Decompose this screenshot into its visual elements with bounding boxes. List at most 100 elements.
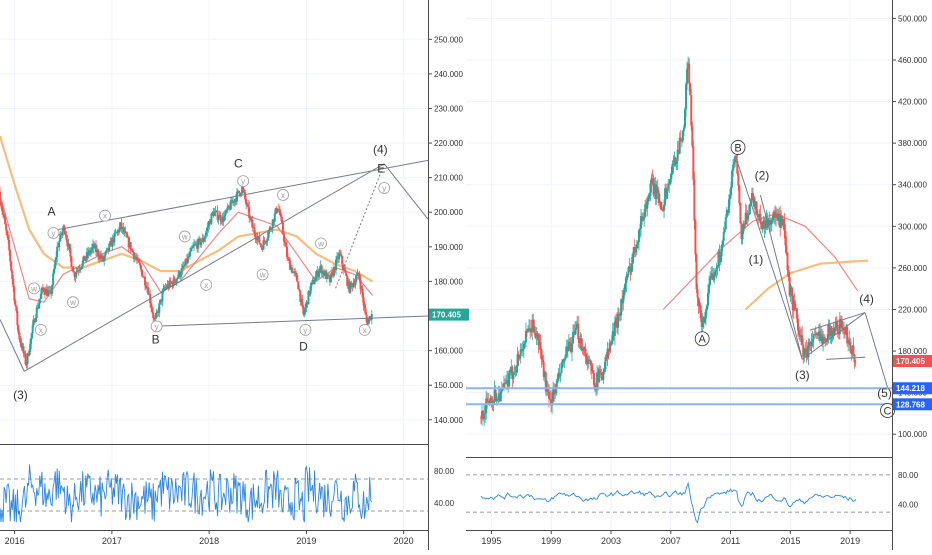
left-candle-body: [151, 307, 154, 313]
left-candle-body: [224, 210, 227, 215]
left-candle-body: [72, 271, 75, 273]
left-candle-body: [150, 303, 153, 308]
right-candle-body: [601, 373, 604, 380]
right-last-price-label: 170.405: [896, 357, 925, 366]
left-sub-wave-circle: [299, 323, 312, 336]
right-candle-body: [676, 149, 679, 161]
left-candle-body: [302, 305, 305, 315]
left-candle-body: [343, 268, 346, 270]
left-candle-body: [98, 256, 101, 259]
right-candle-body: [801, 335, 804, 345]
right-trendline: [802, 312, 866, 360]
left-candle-body: [179, 274, 182, 277]
left-sub-wave-circle: [34, 323, 47, 336]
left-candle-body: [279, 214, 282, 217]
left-candle-body: [276, 209, 279, 213]
left-candle-body: [202, 238, 205, 242]
right-candle-body: [756, 209, 759, 215]
right-y-tick-label: 500.000: [898, 14, 927, 23]
right-candle-body: [809, 342, 812, 346]
right-candle-body: [732, 164, 735, 171]
left-candle-body: [229, 200, 232, 210]
left-candle-body: [221, 216, 224, 223]
left-candle-body: [244, 192, 247, 200]
right-candle-body: [700, 318, 703, 327]
right-candle-body: [706, 293, 709, 306]
right-candle-body: [498, 393, 501, 402]
left-candle-body: [105, 250, 108, 254]
right-candle-body: [681, 130, 684, 141]
right-candle-body: [795, 308, 798, 319]
right-candle-body: [799, 335, 802, 338]
left-candle-body: [215, 210, 218, 212]
left-candle-body: [113, 232, 116, 243]
left-candle-body: [267, 231, 270, 238]
right-candle-body: [814, 333, 817, 336]
left-candle-body: [182, 265, 185, 267]
left-candle-body: [111, 237, 114, 247]
left-candle-body: [125, 233, 128, 238]
right-candle-body: [687, 63, 690, 69]
right-candle-body: [710, 275, 713, 279]
left-sub-wave-label: w: [181, 232, 188, 241]
right-candle-body: [702, 317, 705, 323]
left-candle-body: [188, 251, 191, 257]
right-candle-body: [728, 195, 731, 200]
left-candle-body: [351, 283, 354, 287]
left-x-tick-label: 2017: [102, 536, 122, 546]
left-candle-body: [31, 325, 34, 334]
left-rsi-tick-label: 80.00: [434, 467, 455, 476]
right-candle-body: [743, 223, 746, 225]
left-candle-body: [180, 268, 183, 275]
left-candle-body: [181, 265, 184, 269]
left-candle-body: [110, 241, 113, 247]
right-candle-body: [508, 372, 511, 387]
left-candle-body: [131, 249, 134, 253]
right-candle-body: [560, 362, 563, 374]
right-candle-body: [849, 341, 852, 352]
right-candle-body: [778, 213, 781, 221]
left-candle-body: [148, 293, 151, 295]
right-candle-body: [505, 381, 508, 384]
left-candle-body: [107, 247, 110, 251]
right-candle-body: [596, 372, 599, 389]
right-candle-body: [764, 220, 767, 228]
right-candle-body: [682, 127, 685, 131]
left-candle-body: [269, 227, 272, 229]
left-wave-label: (3): [13, 388, 28, 402]
right-trendline: [826, 356, 866, 360]
left-candle-body: [178, 271, 181, 277]
right-candle-body: [691, 125, 694, 147]
right-candle-body: [664, 188, 667, 205]
left-sub-wave-label: y: [155, 322, 159, 331]
left-candle-body: [66, 239, 69, 247]
right-candle-body: [585, 356, 588, 364]
right-candle-body: [540, 349, 543, 360]
right-candle-body: [776, 213, 779, 216]
right-candle-body: [578, 339, 581, 343]
right-candle-body: [786, 252, 789, 271]
right-candle-body: [559, 373, 562, 377]
right-candle-body: [781, 216, 784, 225]
left-candle-body: [255, 237, 258, 241]
right-candle-body: [770, 220, 773, 224]
right-candle-body: [573, 332, 576, 335]
right-candle-body: [672, 164, 675, 165]
right-candle-body: [530, 331, 533, 333]
right-candle-body: [725, 209, 728, 218]
right-candle-body: [798, 330, 801, 336]
left-candle-body: [234, 198, 237, 202]
right-candle-body: [693, 179, 696, 221]
left-candle-body: [161, 292, 164, 302]
right-candle-body: [784, 230, 787, 246]
left-candle-body: [104, 253, 107, 258]
right-candle-body: [485, 398, 488, 414]
right-y-tick-label: 460.000: [898, 56, 927, 65]
right-candle-body: [604, 356, 607, 370]
right-candle-body: [722, 232, 725, 241]
right-candle-body: [704, 309, 707, 319]
left-candle-body: [64, 231, 67, 235]
left-candle-body: [325, 273, 328, 279]
left-candle-body: [277, 209, 280, 210]
left-candle-body: [168, 280, 171, 288]
